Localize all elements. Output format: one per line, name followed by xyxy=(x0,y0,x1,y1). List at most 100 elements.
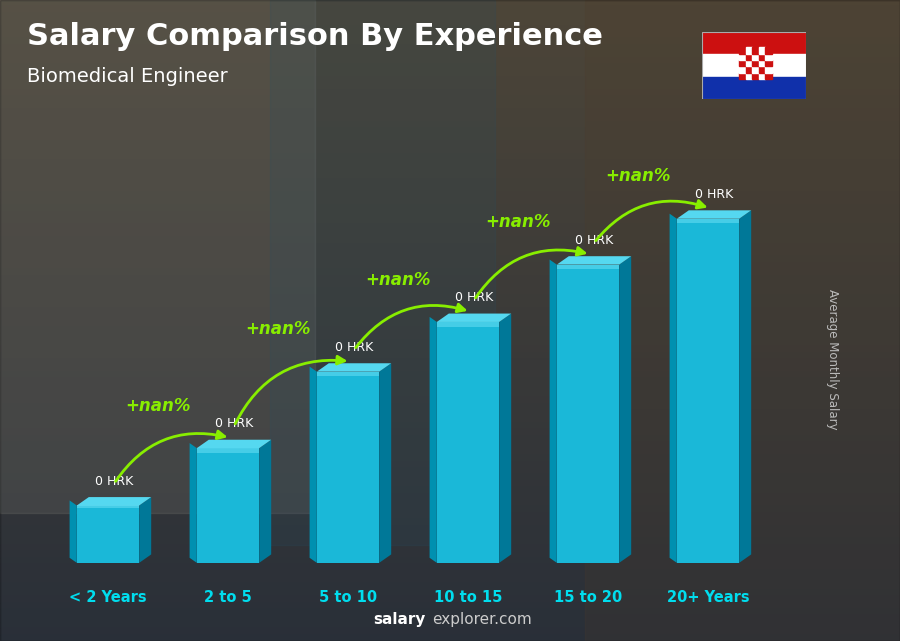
Bar xyxy=(0,147,900,154)
Bar xyxy=(0,378,900,385)
Polygon shape xyxy=(69,501,76,563)
Text: 2 to 5: 2 to 5 xyxy=(204,590,252,604)
Bar xyxy=(0,346,900,353)
Bar xyxy=(0,436,900,442)
Bar xyxy=(765,73,772,79)
Text: +nan%: +nan% xyxy=(485,213,551,231)
Text: 5 to 10: 5 to 10 xyxy=(319,590,377,604)
FancyArrowPatch shape xyxy=(356,304,464,347)
Polygon shape xyxy=(76,506,140,508)
Bar xyxy=(0,83,900,90)
Bar xyxy=(0,397,900,404)
Bar xyxy=(0,532,900,538)
Bar xyxy=(0,90,900,96)
Bar xyxy=(0,122,900,128)
Bar xyxy=(0,179,900,186)
Bar xyxy=(0,32,900,38)
Text: +nan%: +nan% xyxy=(125,397,191,415)
Polygon shape xyxy=(197,440,271,448)
Bar xyxy=(0,320,900,327)
Bar xyxy=(702,32,806,54)
Text: Salary Comparison By Experience: Salary Comparison By Experience xyxy=(27,22,603,51)
Polygon shape xyxy=(317,372,379,563)
Bar xyxy=(0,353,900,359)
Polygon shape xyxy=(677,219,739,563)
Bar xyxy=(0,160,900,167)
Bar xyxy=(0,301,900,308)
Bar xyxy=(0,173,900,179)
Bar xyxy=(0,13,900,19)
Bar xyxy=(0,71,900,77)
Bar xyxy=(752,47,759,54)
Text: +nan%: +nan% xyxy=(365,271,430,288)
Bar xyxy=(759,67,765,73)
Polygon shape xyxy=(557,256,631,265)
Bar xyxy=(0,295,900,301)
Polygon shape xyxy=(436,313,511,322)
Polygon shape xyxy=(259,440,271,563)
Bar xyxy=(0,51,900,58)
Text: 0 HRK: 0 HRK xyxy=(215,417,253,430)
Text: salary: salary xyxy=(374,612,426,627)
Bar xyxy=(765,47,772,54)
Bar xyxy=(0,0,900,6)
Bar xyxy=(0,417,900,423)
Text: 0 HRK: 0 HRK xyxy=(335,341,374,354)
Polygon shape xyxy=(379,363,392,563)
Bar xyxy=(0,487,900,494)
Bar xyxy=(0,263,900,269)
Bar xyxy=(0,314,900,320)
Bar xyxy=(0,365,900,372)
Bar xyxy=(0,224,900,231)
Bar xyxy=(0,269,900,276)
Polygon shape xyxy=(190,443,197,563)
Bar xyxy=(752,73,759,79)
Polygon shape xyxy=(436,322,500,326)
Bar xyxy=(765,60,772,67)
Bar xyxy=(702,54,806,77)
Bar xyxy=(752,54,759,60)
Bar xyxy=(0,115,900,122)
Bar xyxy=(0,282,900,288)
Bar xyxy=(0,615,900,622)
Bar xyxy=(765,54,772,60)
Bar xyxy=(0,237,900,244)
Bar xyxy=(745,73,752,79)
Bar xyxy=(0,385,900,391)
Bar xyxy=(0,288,900,295)
Bar xyxy=(0,442,900,449)
Bar xyxy=(0,308,900,314)
Bar xyxy=(739,60,745,67)
Bar xyxy=(0,45,900,51)
Polygon shape xyxy=(429,317,436,563)
FancyArrowPatch shape xyxy=(596,201,705,240)
Bar xyxy=(739,73,745,79)
Bar xyxy=(0,410,900,417)
Bar xyxy=(745,54,752,60)
Text: Average Monthly Salary: Average Monthly Salary xyxy=(826,288,839,429)
Bar xyxy=(0,58,900,64)
Bar xyxy=(0,186,900,192)
Text: +nan%: +nan% xyxy=(605,167,670,185)
Bar xyxy=(745,47,752,54)
Text: +nan%: +nan% xyxy=(245,320,310,338)
Bar xyxy=(0,244,900,250)
Bar xyxy=(0,635,900,641)
Bar xyxy=(0,276,900,282)
Text: explorer.com: explorer.com xyxy=(432,612,532,627)
Bar xyxy=(0,622,900,628)
Polygon shape xyxy=(550,260,557,563)
Bar xyxy=(0,538,900,545)
Bar xyxy=(0,558,900,564)
Bar xyxy=(0,513,900,519)
Text: < 2 Years: < 2 Years xyxy=(69,590,147,604)
Bar xyxy=(0,212,900,218)
Bar xyxy=(739,54,745,60)
Bar xyxy=(0,205,900,212)
Bar xyxy=(0,506,900,513)
Bar xyxy=(0,0,315,513)
Text: 0 HRK: 0 HRK xyxy=(94,474,133,488)
Bar xyxy=(0,359,900,365)
Polygon shape xyxy=(677,210,751,219)
Polygon shape xyxy=(557,265,619,563)
